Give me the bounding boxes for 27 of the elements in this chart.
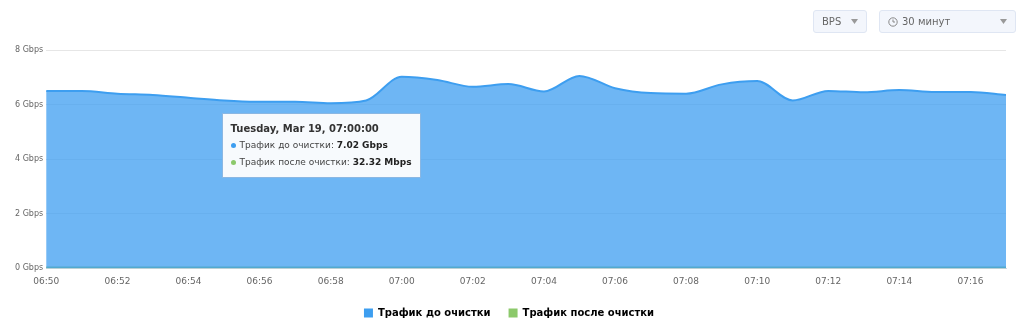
- x-tick-label: 07:10: [744, 275, 771, 286]
- time-range-dropdown: 30 минут: [879, 10, 1016, 33]
- x-tick-label: 07:02: [459, 275, 486, 286]
- x-tick-label: 07:08: [673, 275, 700, 286]
- x-tick-label: 06:56: [246, 275, 273, 286]
- x-tick-label: 07:12: [815, 275, 842, 286]
- tooltip-card: Tuesday, Mar 19, 07:00:00 Трафик до очистки: 7.02 Gbps Трафик после очистки: 32.32 Mbps: [221, 113, 421, 179]
- x-tick-label: 06:58: [317, 275, 344, 286]
- annotation: Трафик до очистки: 7.02 Gbps: [238, 139, 389, 153]
- annotation: Трафик после очистки: 32.32 Mbps: [238, 156, 412, 170]
- legend-label: Трафик до очистки: [377, 306, 491, 318]
- y-tick-label: 8 Gbps: [15, 45, 44, 55]
- x-tick-label: 07:04: [531, 275, 558, 286]
- x-tick-label: 07:00: [388, 275, 415, 286]
- x-tick-label: 06:50: [33, 275, 60, 286]
- unit-dropdown: BPS: [813, 10, 867, 33]
- x-tick-label: 06:54: [175, 275, 202, 286]
- annotation: Tuesday, Mar 19, 07:00:00: [230, 122, 380, 137]
- x-tick-label: 07:14: [886, 275, 913, 286]
- y-tick-label: 4 Gbps: [15, 154, 44, 164]
- y-tick-label: 2 Gbps: [15, 208, 44, 218]
- y-tick-label: 0 Gbps: [15, 263, 44, 273]
- legend-label: Трафик после очистки: [522, 306, 655, 318]
- x-tick-label: 06:52: [104, 275, 131, 286]
- y-tick-label: 6 Gbps: [15, 99, 44, 109]
- x-tick-label: 07:16: [957, 275, 984, 286]
- x-tick-label: 07:06: [602, 275, 629, 286]
